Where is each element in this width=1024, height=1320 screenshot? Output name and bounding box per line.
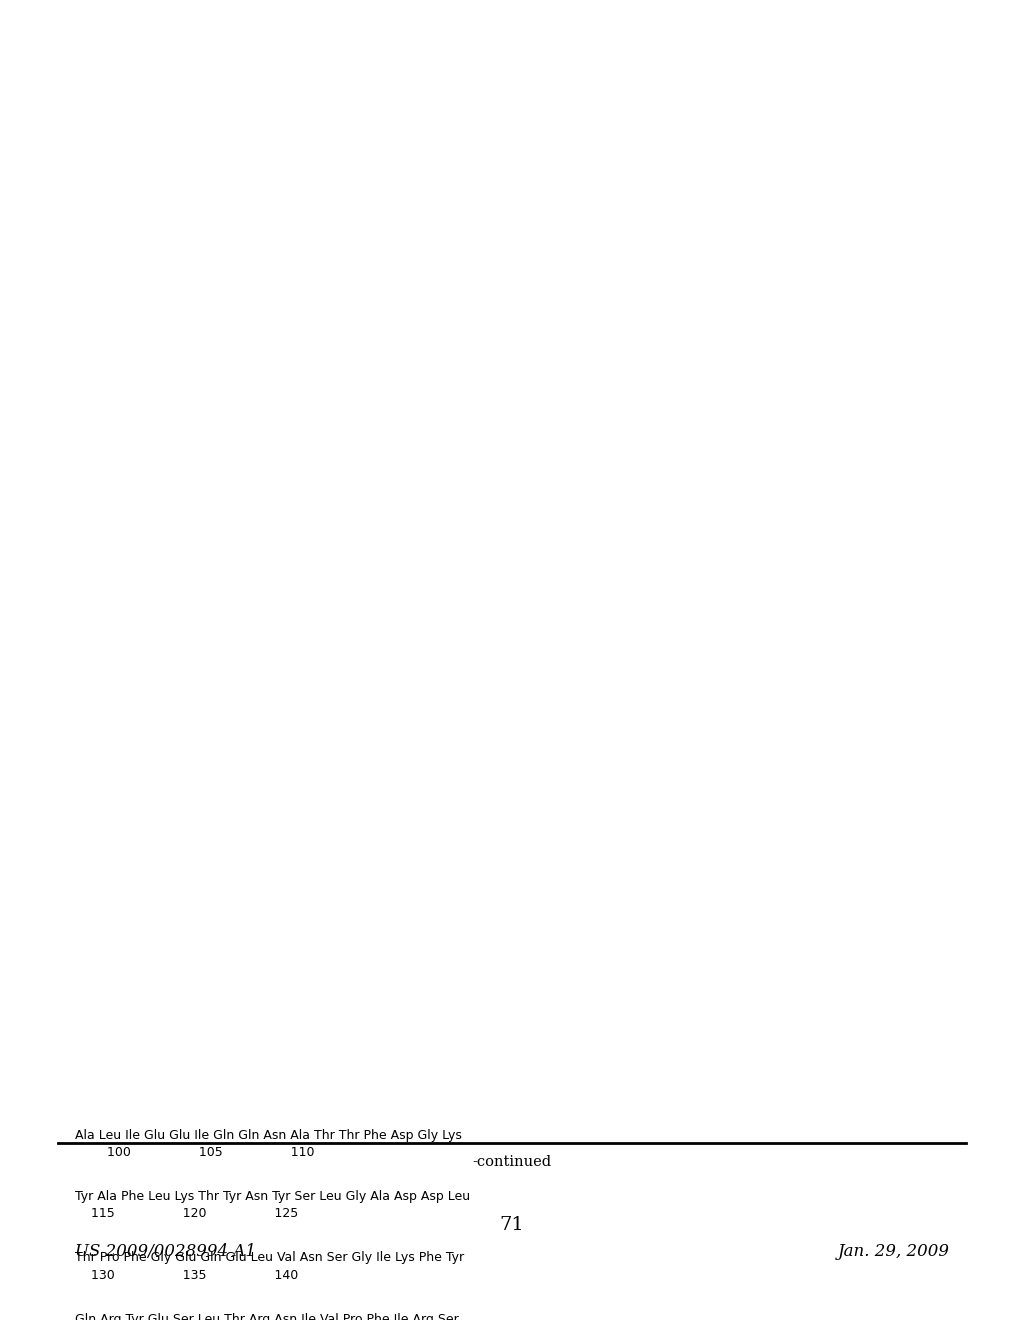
Text: US 2009/0028994 A1: US 2009/0028994 A1 (75, 1243, 256, 1261)
Text: -continued: -continued (472, 1155, 552, 1170)
Text: 115                 120                 125: 115 120 125 (75, 1206, 298, 1220)
Text: Ala Leu Ile Glu Glu Ile Gln Gln Asn Ala Thr Thr Phe Asp Gly Lys: Ala Leu Ile Glu Glu Ile Gln Gln Asn Ala … (75, 1129, 462, 1142)
Text: 130                 135                 140: 130 135 140 (75, 1269, 298, 1282)
Text: Gln Arg Tyr Glu Ser Leu Thr Arg Asn Ile Val Pro Phe Ile Arg Ser: Gln Arg Tyr Glu Ser Leu Thr Arg Asn Ile … (75, 1312, 459, 1320)
Text: 100                 105                 110: 100 105 110 (75, 1146, 314, 1159)
Text: 71: 71 (500, 1216, 524, 1234)
Text: Tyr Ala Phe Leu Lys Thr Tyr Asn Tyr Ser Leu Gly Ala Asp Asp Leu: Tyr Ala Phe Leu Lys Thr Tyr Asn Tyr Ser … (75, 1191, 470, 1203)
Text: Thr Pro Phe Gly Glu Gln Glu Leu Val Asn Ser Gly Ile Lys Phe Tyr: Thr Pro Phe Gly Glu Gln Glu Leu Val Asn … (75, 1251, 464, 1265)
Text: Jan. 29, 2009: Jan. 29, 2009 (838, 1243, 950, 1261)
